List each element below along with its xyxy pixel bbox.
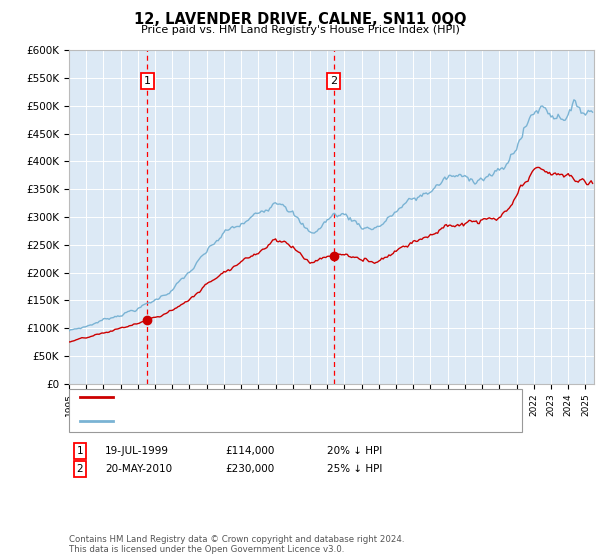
Text: £114,000: £114,000 [225, 446, 274, 456]
Text: HPI: Average price, detached house, Wiltshire: HPI: Average price, detached house, Wilt… [120, 416, 348, 426]
Text: 20-MAY-2010: 20-MAY-2010 [105, 464, 172, 474]
Text: Price paid vs. HM Land Registry's House Price Index (HPI): Price paid vs. HM Land Registry's House … [140, 25, 460, 35]
Text: £230,000: £230,000 [225, 464, 274, 474]
Text: 12, LAVENDER DRIVE, CALNE, SN11 0QQ (detached house): 12, LAVENDER DRIVE, CALNE, SN11 0QQ (det… [120, 392, 414, 402]
Text: 2: 2 [76, 464, 83, 474]
Text: 1: 1 [144, 76, 151, 86]
Text: 25% ↓ HPI: 25% ↓ HPI [327, 464, 382, 474]
Text: 1: 1 [76, 446, 83, 456]
Text: Contains HM Land Registry data © Crown copyright and database right 2024.
This d: Contains HM Land Registry data © Crown c… [69, 535, 404, 554]
Text: 2: 2 [330, 76, 337, 86]
Text: 20% ↓ HPI: 20% ↓ HPI [327, 446, 382, 456]
Text: 12, LAVENDER DRIVE, CALNE, SN11 0QQ: 12, LAVENDER DRIVE, CALNE, SN11 0QQ [134, 12, 466, 27]
Text: 19-JUL-1999: 19-JUL-1999 [105, 446, 169, 456]
